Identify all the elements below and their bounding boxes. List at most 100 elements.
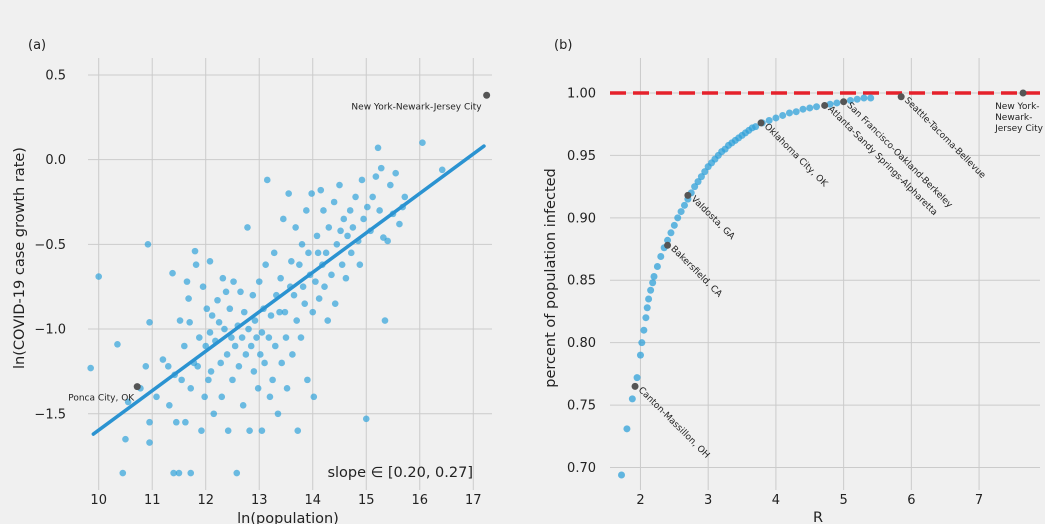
data-point bbox=[772, 114, 780, 122]
x-tick-label: 11 bbox=[144, 493, 161, 508]
data-point bbox=[186, 318, 193, 326]
data-point bbox=[643, 304, 651, 312]
data-point bbox=[244, 224, 251, 231]
data-point bbox=[230, 278, 237, 285]
data-point bbox=[231, 342, 239, 350]
data-point bbox=[240, 308, 248, 316]
data-point bbox=[833, 99, 841, 107]
data-point bbox=[175, 469, 183, 477]
y-tick-label: 0.90 bbox=[567, 211, 596, 226]
data-point bbox=[312, 278, 319, 285]
data-point bbox=[667, 229, 675, 237]
data-point bbox=[245, 325, 252, 333]
x-tick-label: 5 bbox=[839, 493, 847, 508]
data-point bbox=[779, 111, 787, 119]
data-point bbox=[320, 207, 327, 214]
data-point bbox=[194, 363, 201, 370]
data-point bbox=[680, 201, 688, 209]
data-point bbox=[206, 257, 214, 265]
data-point bbox=[285, 190, 292, 197]
data-point bbox=[618, 471, 626, 479]
y-tick-label: 0.70 bbox=[567, 461, 596, 476]
labeled-point bbox=[684, 191, 692, 199]
data-point bbox=[362, 415, 370, 423]
data-point bbox=[267, 312, 275, 319]
data-point bbox=[358, 176, 366, 184]
data-point bbox=[187, 469, 195, 477]
data-point bbox=[176, 317, 184, 324]
data-point bbox=[860, 94, 868, 102]
data-point bbox=[170, 469, 177, 477]
data-point bbox=[337, 227, 344, 235]
data-point bbox=[342, 274, 350, 282]
data-point bbox=[262, 261, 269, 268]
panel-b-xlabel: R bbox=[813, 510, 823, 524]
data-point bbox=[387, 181, 394, 189]
data-point bbox=[649, 279, 657, 287]
panel-b-y-ticks: 1.00 0.95 0.90 0.85 0.80 0.75 0.70 bbox=[567, 86, 596, 476]
data-point bbox=[269, 376, 276, 384]
slope-annotation: slope ∈ [0.20, 0.27] bbox=[327, 465, 473, 481]
data-point bbox=[278, 359, 286, 367]
data-point bbox=[636, 351, 644, 359]
data-point bbox=[853, 95, 861, 103]
data-point bbox=[122, 435, 129, 443]
data-point bbox=[237, 288, 244, 296]
highlight-label: New York-Newark-Jersey City bbox=[351, 102, 482, 112]
data-point bbox=[254, 385, 262, 392]
data-point bbox=[640, 326, 648, 334]
data-point bbox=[276, 308, 283, 316]
data-point bbox=[297, 334, 305, 341]
x-tick-label: 10 bbox=[90, 493, 107, 508]
panel-a-xlabel: ln(population) bbox=[237, 511, 339, 524]
data-point bbox=[438, 166, 446, 174]
data-point bbox=[650, 273, 658, 281]
x-tick-label: 17 bbox=[465, 493, 482, 508]
data-point bbox=[296, 261, 303, 268]
data-point bbox=[119, 469, 127, 477]
data-point bbox=[401, 193, 409, 201]
data-point bbox=[169, 269, 176, 277]
x-tick-label: 7 bbox=[975, 493, 983, 508]
data-point bbox=[172, 418, 180, 426]
data-point bbox=[638, 339, 646, 347]
data-point bbox=[292, 224, 299, 231]
data-point bbox=[280, 215, 287, 223]
data-point bbox=[792, 108, 800, 116]
data-point bbox=[261, 359, 268, 367]
data-point bbox=[210, 410, 218, 418]
data-point bbox=[199, 283, 207, 291]
data-point bbox=[87, 364, 94, 372]
data-point bbox=[253, 334, 260, 341]
panel-a-ylabel: ln(COVID-19 case growth rate) bbox=[12, 147, 28, 369]
data-point bbox=[181, 342, 188, 350]
data-point bbox=[765, 116, 773, 124]
data-point bbox=[331, 300, 339, 307]
data-point bbox=[381, 317, 389, 324]
x-tick-label: 2 bbox=[636, 493, 644, 508]
y-tick-label: 0.75 bbox=[567, 399, 596, 414]
data-point bbox=[251, 317, 259, 324]
data-point bbox=[146, 439, 153, 446]
data-point bbox=[294, 427, 302, 435]
data-point bbox=[258, 329, 266, 336]
data-point bbox=[183, 278, 191, 285]
data-point bbox=[263, 176, 271, 184]
data-point bbox=[628, 395, 636, 403]
data-point bbox=[324, 317, 332, 324]
x-tick-label: 16 bbox=[411, 493, 428, 508]
data-point bbox=[846, 96, 854, 104]
panel-b-label: (b) bbox=[554, 38, 572, 53]
labeled-point bbox=[897, 93, 905, 101]
data-point bbox=[657, 253, 665, 261]
data-point bbox=[249, 291, 257, 299]
y-tick-label: 0.5 bbox=[45, 68, 66, 83]
data-point bbox=[277, 274, 284, 282]
data-point bbox=[205, 376, 212, 384]
data-point bbox=[246, 427, 253, 435]
data-point bbox=[308, 190, 315, 197]
y-tick-label: −1.5 bbox=[34, 407, 66, 422]
data-point bbox=[299, 283, 307, 291]
data-point bbox=[201, 393, 208, 401]
data-point bbox=[325, 224, 333, 231]
